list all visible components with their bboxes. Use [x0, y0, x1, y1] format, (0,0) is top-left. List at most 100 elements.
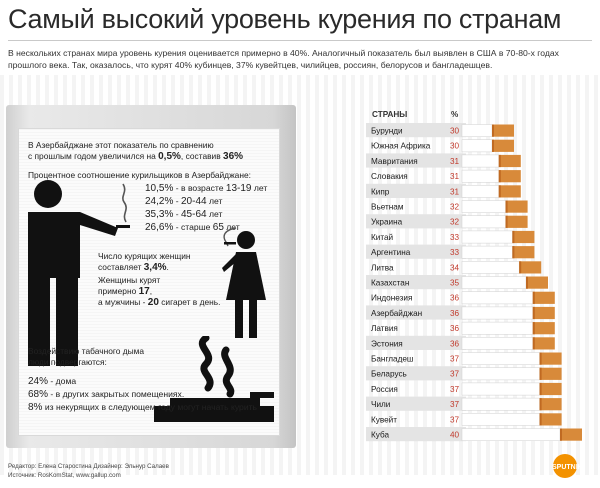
cigarette-bar: [461, 397, 562, 411]
women-stats: Число курящих женщин составляет 3,4%. Же…: [98, 251, 220, 308]
cigarette-filter: [539, 382, 562, 396]
cigarette-band: [539, 398, 542, 411]
age-group-unit: лет: [223, 222, 240, 232]
percent-label: 36: [450, 309, 460, 318]
women-text-4a: примерно: [98, 286, 139, 296]
women-text-a: составляет: [98, 262, 144, 272]
country-label: Куба: [371, 431, 389, 440]
cigarette-paper: [461, 276, 527, 289]
cigarette-bar: [461, 382, 562, 396]
title-divider: [8, 40, 592, 41]
cigarette-paper: [461, 245, 513, 259]
cigarette-paper: [461, 428, 561, 441]
women-line2: составляет 3,4%.: [98, 262, 220, 273]
smoke-line2: люди подвергаются:: [28, 357, 107, 367]
percent-label: 37: [450, 355, 460, 364]
cigarette-paper: [461, 154, 500, 168]
age-group-sep: -: [173, 209, 181, 219]
cigarette-bar: [461, 154, 521, 168]
cigarette-bar: [461, 139, 514, 153]
cigarette-bar: [461, 367, 562, 381]
cigarette-filter: [492, 139, 514, 152]
row-background: [366, 427, 466, 442]
azer-intro-text-c: , составив: [180, 151, 224, 161]
cigarette-band: [519, 261, 522, 274]
azer-intro-text-a: с прошлым годом увеличился на: [28, 151, 159, 161]
cigarette-band: [539, 413, 542, 426]
cigarette-filter: [498, 154, 521, 168]
cigarette-bar: [461, 321, 555, 335]
cigarette-paper: [461, 169, 500, 183]
credits: Редактор: Елена Старостина Дизайнер: Эль…: [8, 462, 169, 480]
cigarette-bar: [461, 276, 548, 289]
cigarette-bar: [461, 306, 555, 320]
cigarette-bar: [461, 185, 521, 198]
cigarette-filter: [505, 215, 528, 228]
percent-label: 37: [450, 370, 460, 379]
cigarette-band: [532, 306, 535, 320]
country-label: Азербайджан: [371, 309, 422, 318]
age-group-unit: лет: [251, 183, 268, 193]
country-label: Бангладеш: [371, 355, 413, 364]
country-label: Украина: [371, 218, 403, 227]
country-label: Индонезия: [371, 294, 412, 303]
cigarette-bar: [461, 428, 582, 441]
percent-label: 37: [450, 415, 460, 424]
cigarette-paper: [461, 261, 520, 274]
cigarette-paper: [461, 185, 500, 198]
percent-label: 37: [450, 385, 460, 394]
cigarette-paper: [461, 413, 540, 426]
percent-label: 30: [450, 127, 460, 136]
percent-label: 35: [450, 279, 460, 288]
cigarette-paper: [461, 200, 506, 213]
credits-line1: Редактор: Елена Старостина Дизайнер: Эль…: [8, 463, 169, 470]
women-line1: Число курящих женщин: [98, 251, 191, 261]
women-line3: Женщины курят: [98, 275, 161, 285]
percent-label: 32: [450, 218, 460, 227]
no-smoking-icon: [154, 336, 274, 422]
cigarette-paper: [461, 367, 540, 381]
exposure-pct: 8%: [28, 402, 43, 413]
percent-label: 31: [450, 172, 460, 181]
cigarette-band: [505, 215, 508, 228]
exposure-text: из некурящих в следующем году могут нача…: [42, 402, 258, 412]
age-group-unit: лет: [206, 209, 223, 219]
men-cigarettes-value: 20: [147, 297, 159, 308]
cigarette-filter: [539, 398, 562, 411]
percent-label: 37: [450, 400, 460, 409]
women-cigarettes-value: 17: [138, 286, 150, 297]
exposure-row: 24% - дома: [28, 375, 278, 388]
cigarette-filter: [512, 230, 535, 244]
cigarette-band: [512, 246, 515, 259]
cigarette-filter: [505, 200, 528, 213]
age-group-sep: -: [173, 196, 181, 206]
women-text-4c: ,: [149, 286, 153, 296]
cigarette-filter: [498, 185, 521, 198]
cigarette-filter: [532, 322, 555, 335]
percent-label: 36: [450, 339, 460, 348]
exposure-list: 24% - дома 68% - в других закрытых помещ…: [28, 375, 278, 414]
country-label: Бурунди: [371, 127, 403, 136]
azer-intro: В Азербайджане этот показатель по сравне…: [28, 140, 278, 162]
cigarette-paper: [461, 352, 540, 365]
country-label: Казахстан: [371, 279, 409, 288]
women-text-c: .: [166, 262, 169, 272]
cigarette-filter: [512, 246, 535, 259]
percent-label: 31: [450, 187, 460, 196]
row-background: [366, 305, 466, 320]
age-group-range: 45-64: [181, 209, 207, 220]
age-group-range: 13-19: [225, 183, 252, 194]
country-label: Вьетнам: [371, 203, 404, 212]
cigarette-bar: [461, 352, 562, 365]
age-group-range: 20-44: [181, 196, 207, 207]
exposure-pct: 68%: [28, 389, 49, 400]
cigarette-filter: [560, 428, 582, 441]
cigarette-paper: [461, 230, 513, 244]
exposure-row: 8% из некурящих в следующем году могут н…: [28, 401, 278, 414]
row-background: [366, 275, 466, 290]
cigarette-band: [532, 291, 535, 304]
men-text-c: сигарет в день.: [158, 297, 221, 307]
cigarette-paper: [461, 291, 534, 305]
row-background: [366, 366, 466, 381]
cigarette-filter: [526, 276, 548, 289]
